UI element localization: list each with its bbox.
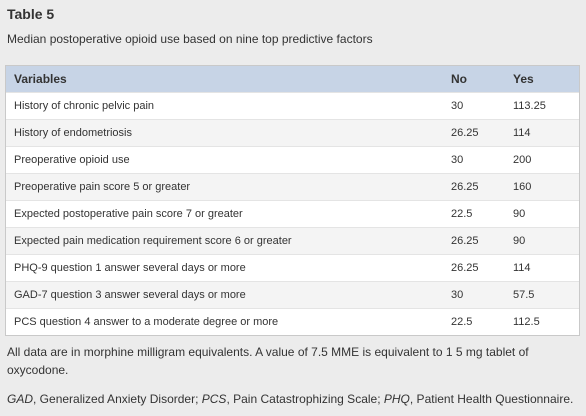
- cell-yes: 160: [513, 173, 579, 201]
- cell-variable: PCS question 4 answer to a moderate degr…: [6, 308, 451, 335]
- table-row: Preoperative pain score 5 or greater 26.2…: [6, 173, 579, 201]
- table-label: Table 5: [7, 6, 55, 22]
- column-header-no: No: [451, 66, 513, 93]
- column-header-yes: Yes: [513, 66, 579, 93]
- cell-variable: Preoperative pain score 5 or greater: [6, 173, 451, 201]
- cell-no: 22.5: [451, 308, 513, 335]
- table-row: Expected postoperative pain score 7 or g…: [6, 200, 579, 228]
- cell-variable: PHQ-9 question 1 answer several days or …: [6, 254, 451, 282]
- cell-yes: 57.5: [513, 281, 579, 309]
- data-table-container: Variables No Yes History of chronic pelv…: [5, 65, 580, 336]
- abbreviation-term: PHQ: [383, 392, 410, 406]
- abbreviation-definition: , Patient Health Questionnaire.: [409, 392, 574, 406]
- cell-variable: Expected postoperative pain score 7 or g…: [6, 200, 451, 228]
- cell-no: 30: [451, 92, 513, 120]
- cell-yes: 112.5: [513, 308, 579, 335]
- table-row: History of chronic pelvic pain 30 113.25: [6, 92, 579, 120]
- abbreviation-term: GAD: [7, 392, 34, 406]
- table-body: History of chronic pelvic pain 30 113.25 Hi…: [6, 92, 579, 335]
- cell-variable: History of chronic pelvic pain: [6, 92, 451, 120]
- cell-yes: 90: [513, 227, 579, 255]
- cell-no: 26.25: [451, 254, 513, 282]
- cell-no: 30: [451, 281, 513, 309]
- abbreviations-footnote: GAD, Generalized Anxiety Disorder; PCS, …: [7, 392, 573, 406]
- table-row: GAD-7 question 3 answer several days or …: [6, 281, 579, 309]
- cell-yes: 113.25: [513, 92, 579, 120]
- abbreviation-definition: , Pain Catastrophizing Scale;: [226, 392, 384, 406]
- cell-no: 22.5: [451, 200, 513, 228]
- cell-variable: GAD-7 question 3 answer several days or …: [6, 281, 451, 309]
- table-caption: Median postoperative opioid use based on…: [7, 32, 373, 46]
- table-row: PCS question 4 answer to a moderate degr…: [6, 308, 579, 335]
- cell-yes: 90: [513, 200, 579, 228]
- cell-no: 26.25: [451, 173, 513, 201]
- table-row: Preoperative opioid use 30 200: [6, 146, 579, 174]
- table-footnote: All data are in morphine milligram equiv…: [7, 345, 529, 377]
- abbreviation-definition: , Generalized Anxiety Disorder;: [33, 392, 202, 406]
- cell-variable: Preoperative opioid use: [6, 146, 451, 174]
- cell-no: 26.25: [451, 227, 513, 255]
- data-table: Variables No Yes History of chronic pelv…: [6, 66, 579, 335]
- cell-variable: Expected pain medication requirement sco…: [6, 227, 451, 255]
- table-row: Expected pain medication requirement sco…: [6, 227, 579, 255]
- table-row: History of endometriosis 26.25 114: [6, 119, 579, 147]
- cell-yes: 114: [513, 254, 579, 282]
- cell-yes: 200: [513, 146, 579, 174]
- abbreviation-term: PCS: [201, 392, 227, 406]
- cell-no: 26.25: [451, 119, 513, 147]
- cell-yes: 114: [513, 119, 579, 147]
- table-header-row: Variables No Yes: [6, 66, 579, 93]
- cell-no: 30: [451, 146, 513, 174]
- cell-variable: History of endometriosis: [6, 119, 451, 147]
- column-header-variables: Variables: [6, 66, 451, 93]
- table-row: PHQ-9 question 1 answer several days or …: [6, 254, 579, 282]
